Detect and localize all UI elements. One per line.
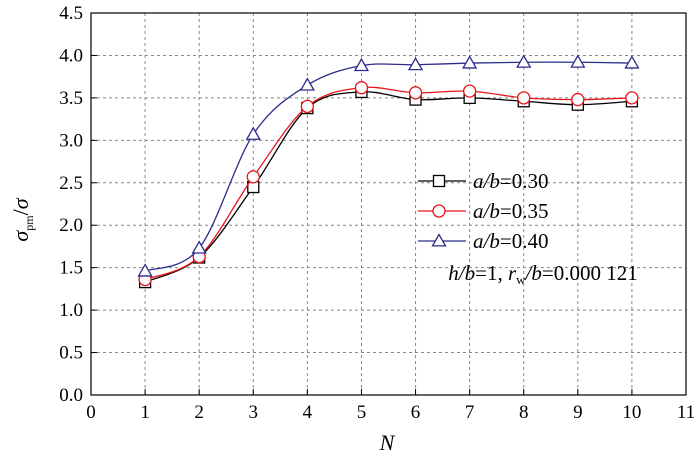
y-tick-label: 2.5: [59, 173, 83, 194]
y-tick-label: 3.5: [59, 88, 83, 109]
legend-entry: a/b=0.40: [418, 229, 548, 253]
data-point: [625, 91, 639, 105]
x-tick-label: 2: [194, 402, 204, 423]
data-point: [570, 54, 586, 68]
data-point: [246, 170, 260, 184]
data-point: [137, 263, 153, 277]
x-tick-label: 6: [411, 402, 421, 423]
series-circle: [138, 81, 639, 287]
series-square: [138, 85, 639, 289]
data-point: [353, 57, 370, 72]
y-tick-label: 1.0: [59, 300, 83, 321]
series-line: [144, 86, 632, 281]
legend-marker: [431, 233, 447, 247]
legend-entry: a/b=0.35: [418, 199, 548, 223]
y-axis-label: σpm/σ: [8, 197, 36, 241]
x-tick-label: 5: [357, 402, 367, 423]
legend-marker: [432, 174, 446, 188]
y-tick-label: 4.0: [59, 45, 83, 66]
y-tick-label: 0.0: [59, 385, 83, 406]
data-point: [571, 92, 585, 107]
y-tick-label: 1.5: [59, 258, 83, 279]
y-tick-label: 3.0: [59, 130, 83, 151]
grid-lines: [91, 13, 686, 395]
data-point: [408, 86, 423, 100]
plot-frame: [90, 12, 687, 396]
data-point: [407, 56, 424, 71]
y-tick-label: 4.5: [59, 3, 83, 24]
x-tick-label: 9: [573, 402, 583, 423]
data-point: [245, 126, 261, 140]
data-point: [299, 77, 315, 91]
x-tick-label: 3: [249, 402, 259, 423]
data-point: [191, 240, 207, 254]
series-layer: [137, 54, 640, 289]
axes: 0 1 2 3 4 5 6 7 8 9 10 11 0.0 0.5 1.0 1.5 2.0 2.5 3.0 3.5 4.…: [59, 3, 695, 423]
legend-label: a/b=0.30: [473, 169, 548, 193]
data-point: [516, 54, 532, 68]
svg-text:σpm/σ: σpm/σ: [8, 197, 36, 241]
x-tick-label: 10: [622, 402, 641, 423]
x-axis-label: N: [379, 430, 396, 455]
data-point: [517, 91, 531, 105]
data-point: [624, 55, 640, 69]
legend-marker: [432, 204, 446, 218]
legend-label: a/b=0.35: [473, 199, 548, 223]
data-point: [462, 84, 477, 98]
series-line: [144, 91, 632, 283]
x-tick-label: 8: [519, 402, 529, 423]
x-tick-label: 1: [140, 402, 150, 423]
x-tick-label: 0: [86, 402, 96, 423]
data-point: [300, 99, 315, 114]
x-tick-label: 4: [303, 402, 313, 423]
series-triangle: [137, 54, 640, 277]
x-tick-label: 11: [677, 402, 695, 423]
x-tick-label: 7: [465, 402, 475, 423]
y-tick-label: 0.5: [59, 343, 83, 364]
legend: a/b=0.30 a/b=0.35 a/b=0.40 h/b=1, rw/b=0.0…: [418, 169, 638, 287]
series-line: [144, 61, 632, 272]
legend-entry: a/b=0.30: [418, 169, 548, 193]
data-point: [354, 81, 369, 95]
y-tick-label: 2.0: [59, 215, 83, 236]
data-point: [462, 55, 478, 69]
annotation-text: h/b=1, rw/b=0.000 121: [448, 261, 637, 287]
legend-label: a/b=0.40: [473, 229, 548, 253]
